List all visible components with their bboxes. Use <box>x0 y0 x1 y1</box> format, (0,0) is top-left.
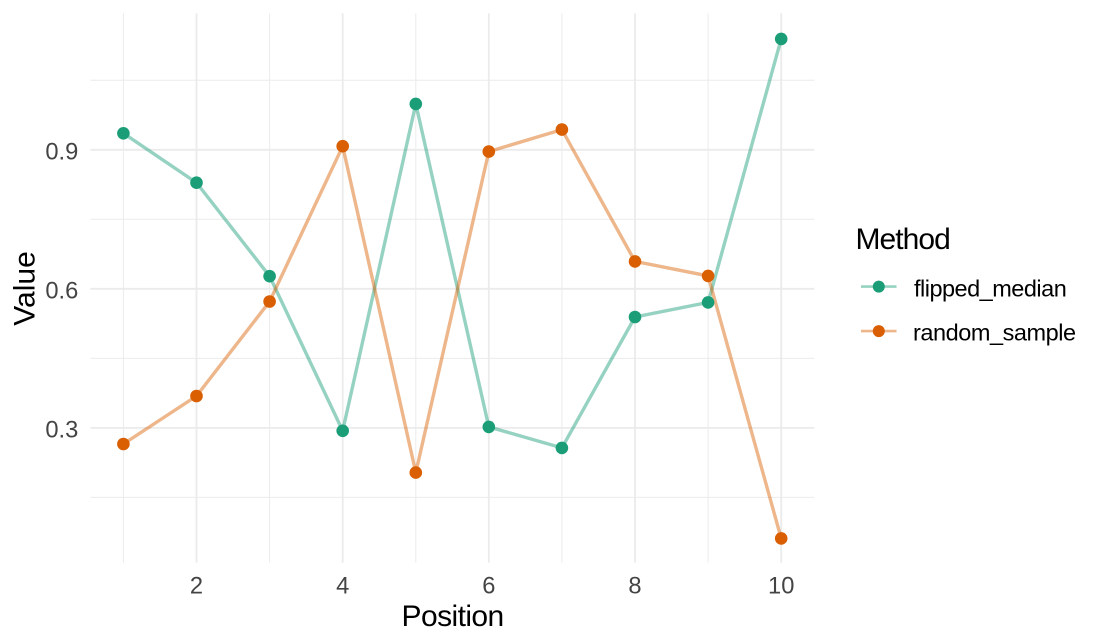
svg-text:0.3: 0.3 <box>45 418 78 444</box>
svg-text:0.6: 0.6 <box>45 278 78 304</box>
svg-text:6: 6 <box>482 574 495 600</box>
svg-text:0.9: 0.9 <box>45 139 78 165</box>
svg-text:Position: Position <box>402 600 504 633</box>
svg-text:8: 8 <box>628 574 641 600</box>
svg-text:4: 4 <box>336 574 349 600</box>
svg-text:Value: Value <box>9 251 42 326</box>
svg-text:random_sample: random_sample <box>913 320 1076 346</box>
svg-text:flipped_median: flipped_median <box>914 275 1066 301</box>
svg-text:Method: Method <box>856 223 950 256</box>
svg-text:2: 2 <box>190 574 203 600</box>
svg-text:10: 10 <box>768 574 794 600</box>
